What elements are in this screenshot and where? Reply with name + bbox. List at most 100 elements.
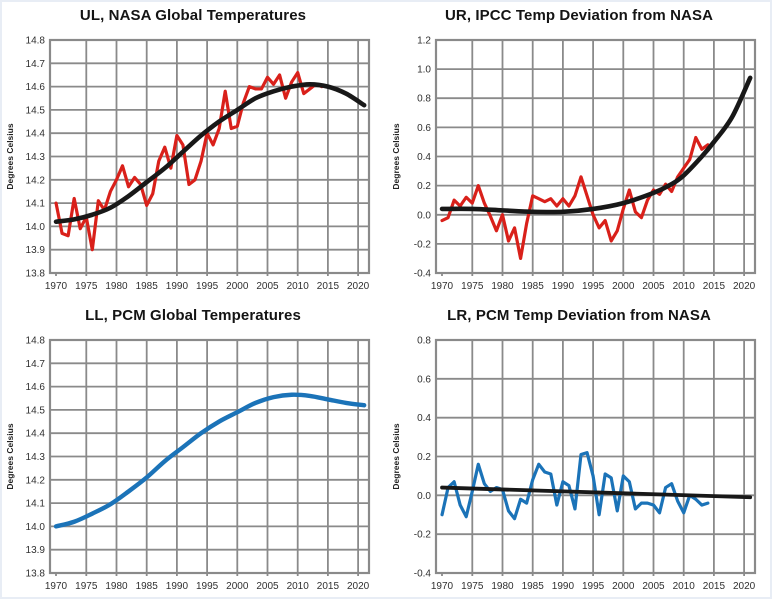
lr-linear-trend-line-line bbox=[440, 485, 753, 500]
ur-ytick-label: 1.0 bbox=[417, 65, 431, 76]
ll-ytick-label: 14.4 bbox=[26, 429, 46, 440]
ul-ytick-label: 14.7 bbox=[26, 59, 46, 70]
chart-panel-lr-pcm-deviation: LR, PCM Temp Deviation from NASA -0.4 -0.… bbox=[386, 300, 772, 599]
chart-panel-ul-nasa-global-temperatures: UL, NASA Global Temperatures 13.8 13.9 14.… bbox=[0, 0, 386, 299]
lr-xtick-label: 2010 bbox=[673, 581, 696, 592]
ul-xtick-label: 1990 bbox=[166, 281, 189, 292]
ul-ytick-label: 14.3 bbox=[26, 152, 46, 163]
ll-xtick-label: 2005 bbox=[256, 581, 279, 592]
ur-ytick-label: 0.4 bbox=[417, 152, 431, 163]
ul-ytick-label: 14.4 bbox=[26, 129, 46, 140]
ul-smoothed-fit-curve-line bbox=[53, 81, 367, 225]
lr-xtick-label: 1975 bbox=[461, 581, 484, 592]
ul-xtick-label: 1995 bbox=[196, 281, 219, 292]
ul-xtick-label: 1975 bbox=[75, 281, 98, 292]
ul-xtick-label: 1985 bbox=[136, 281, 159, 292]
lr-ylabel: Degrees Celsius bbox=[391, 423, 401, 489]
ur-exponential-fit-curve-line bbox=[439, 75, 753, 215]
ul-ytick-label: 14.2 bbox=[26, 175, 46, 186]
ur-xtick-label: 2020 bbox=[733, 281, 756, 292]
ul-xtick-label: 2020 bbox=[347, 281, 370, 292]
ll-plot-border bbox=[48, 338, 371, 575]
ur-xtick-label: 2005 bbox=[642, 281, 665, 292]
ul-ytick-label: 14.6 bbox=[26, 82, 46, 93]
chart-panel-ll-pcm-global-temperatures: LL, PCM Global Temperatures 13.8 13.9 14.0… bbox=[0, 300, 386, 599]
ur-xtick-label: 1990 bbox=[552, 281, 575, 292]
lr-ytick-label: 0.8 bbox=[417, 336, 431, 347]
ll-ytick-label: 14.6 bbox=[26, 382, 46, 393]
ll-xtick-label: 1970 bbox=[45, 581, 68, 592]
ll-pcm-model-temperature-curve-line bbox=[53, 392, 367, 529]
lr-pcm-deviation-annual-line bbox=[440, 451, 710, 521]
ll-xtick-label: 2010 bbox=[287, 581, 310, 592]
lr-xtick-label: 1985 bbox=[522, 581, 545, 592]
ll-ytick-label: 14.0 bbox=[26, 522, 46, 533]
ll-xtick-label: 2000 bbox=[226, 581, 249, 592]
lr-xtick-label: 1970 bbox=[431, 581, 454, 592]
ur-ytick-label: 1.2 bbox=[417, 36, 431, 47]
ll-xtick-label: 1990 bbox=[166, 581, 189, 592]
ll-xtick-label: 1980 bbox=[105, 581, 128, 592]
ur-xtick-label: 1995 bbox=[582, 281, 605, 292]
ll-xtick-label: 1975 bbox=[75, 581, 98, 592]
ll-xtick-label: 2015 bbox=[317, 581, 340, 592]
lr-xtick-label: 2005 bbox=[642, 581, 665, 592]
lr-xtick-label: 1990 bbox=[552, 581, 575, 592]
chart-canvas-ur: -0.4 -0.2 0.0 0.2 0.4 0.6 0.8 1.0 1.2 1970 1975 198… bbox=[391, 36, 757, 292]
ll-ytick-label: 13.8 bbox=[26, 569, 46, 580]
ur-plot-border bbox=[434, 38, 757, 275]
ll-ytick-label: 14.8 bbox=[26, 336, 46, 347]
lr-xtick-label: 2000 bbox=[612, 581, 635, 592]
ul-ytick-label: 13.8 bbox=[26, 269, 46, 280]
ur-ytick-label: 0.8 bbox=[417, 94, 431, 105]
ul-ytick-label: 14.8 bbox=[26, 36, 46, 47]
ll-ylabel: Degrees Celsius bbox=[5, 423, 15, 489]
ul-xtick-label: 1970 bbox=[45, 281, 68, 292]
chart-title-ul: UL, NASA Global Temperatures bbox=[79, 7, 307, 24]
lr-xtick-label: 1995 bbox=[582, 581, 605, 592]
ur-ytick-label: 0.0 bbox=[417, 210, 431, 221]
ur-xtick-label: 1970 bbox=[431, 281, 454, 292]
ul-xtick-label: 2010 bbox=[287, 281, 310, 292]
ll-xtick-label: 1985 bbox=[136, 581, 159, 592]
ul-nasa-annual-temperature-line bbox=[54, 71, 324, 252]
lr-ytick-label: 0.2 bbox=[417, 452, 431, 463]
ur-xtick-label: 2015 bbox=[703, 281, 726, 292]
chart-title-ll: LL, PCM Global Temperatures bbox=[85, 307, 301, 324]
ul-ylabel: Degrees Celsius bbox=[5, 123, 15, 189]
ul-xtick-label: 2015 bbox=[317, 281, 340, 292]
ul-plot-border bbox=[48, 38, 371, 275]
ll-ytick-label: 14.2 bbox=[26, 475, 46, 486]
ur-xtick-label: 2010 bbox=[673, 281, 696, 292]
chart-panel-ur-ipcc-deviation: UR, IPCC Temp Deviation from NASA -0.4 -0… bbox=[386, 0, 772, 299]
lr-xtick-label: 1980 bbox=[491, 581, 514, 592]
ll-ytick-label: 14.5 bbox=[26, 405, 46, 416]
ll-xtick-label: 1995 bbox=[196, 581, 219, 592]
ul-xtick-label: 1980 bbox=[105, 281, 128, 292]
ul-xtick-label: 2000 bbox=[226, 281, 249, 292]
ul-ytick-label: 14.5 bbox=[26, 105, 46, 116]
chart-title-ur: UR, IPCC Temp Deviation from NASA bbox=[444, 7, 714, 24]
ll-ytick-label: 14.7 bbox=[26, 359, 46, 370]
ul-ytick-label: 13.9 bbox=[26, 245, 46, 256]
ll-xtick-label: 2020 bbox=[347, 581, 370, 592]
ur-xtick-label: 1985 bbox=[522, 281, 545, 292]
ur-ytick-label: -0.4 bbox=[414, 269, 432, 280]
ur-ytick-label: 0.6 bbox=[417, 123, 431, 134]
chart-canvas-ll: 13.8 13.9 14.0 14.1 14.2 14.3 14.4 14.5 14.6 14.7… bbox=[5, 336, 371, 592]
ur-ylabel: Degrees Celsius bbox=[391, 123, 401, 189]
lr-ytick-label: -0.4 bbox=[414, 569, 432, 580]
ul-xtick-label: 2005 bbox=[256, 281, 279, 292]
lr-ytick-label: 0.6 bbox=[417, 374, 431, 385]
lr-ytick-label: 0.0 bbox=[417, 491, 431, 502]
ll-ytick-label: 14.3 bbox=[26, 452, 46, 463]
lr-ytick-label: 0.4 bbox=[417, 413, 431, 424]
ur-ytick-label: 0.2 bbox=[417, 181, 431, 192]
ll-ytick-label: 14.1 bbox=[26, 499, 46, 510]
chart-canvas-lr: -0.4 -0.2 0.0 0.2 0.4 0.6 0.8 1970 1975 1980 1985 1… bbox=[391, 336, 757, 592]
ur-xtick-label: 1975 bbox=[461, 281, 484, 292]
chart-title-lr: LR, PCM Temp Deviation from NASA bbox=[447, 307, 711, 324]
ur-xtick-label: 2000 bbox=[612, 281, 635, 292]
lr-xtick-label: 2020 bbox=[733, 581, 756, 592]
